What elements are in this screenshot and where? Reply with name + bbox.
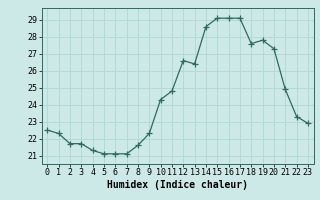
X-axis label: Humidex (Indice chaleur): Humidex (Indice chaleur) xyxy=(107,180,248,190)
